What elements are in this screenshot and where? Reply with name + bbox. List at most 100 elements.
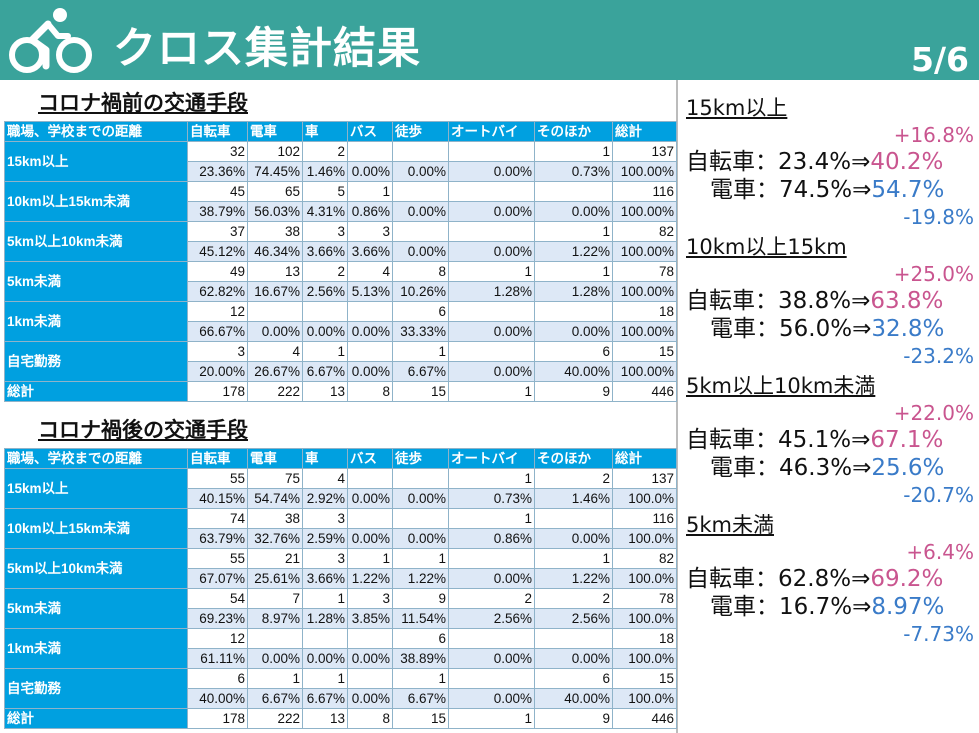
row-label: 5km未満 bbox=[4, 261, 188, 302]
row-label: 15km以上 bbox=[4, 468, 188, 509]
percent-cell: 3.66% bbox=[302, 241, 348, 262]
row-label: 1km未満 bbox=[4, 301, 188, 342]
percent-cell: 100.00% bbox=[612, 321, 677, 342]
percent-cell: 0.00% bbox=[534, 648, 613, 669]
count-cell: 45 bbox=[187, 181, 248, 202]
total-cell: 1 bbox=[448, 708, 535, 729]
train-change-label: 電車：56.0%⇒ bbox=[710, 316, 872, 342]
percent-row: 67.07% 25.61% 3.66% 1.22% 1.22% 0.00% 1.22% 100… bbox=[5, 568, 677, 589]
bike-change-line: 自転車：23.4%⇒40.2% bbox=[686, 148, 974, 176]
count-cell: 116 bbox=[612, 508, 677, 529]
count-cell: 1 bbox=[347, 181, 393, 202]
percent-cell: 1.22% bbox=[534, 241, 613, 262]
train-new-value: 25.6% bbox=[871, 455, 945, 481]
total-cell: 8 bbox=[347, 381, 393, 402]
count-cell: 1 bbox=[347, 548, 393, 569]
summary-heading: 5km以上10km未満 bbox=[686, 374, 876, 398]
percent-cell: 10.26% bbox=[392, 281, 449, 302]
bike-change-line: 自転車：38.8%⇒63.8% bbox=[686, 287, 974, 315]
total-cell: 13 bbox=[302, 708, 348, 729]
total-row: 総計 178 222 13 8 15 1 9 446 bbox=[4, 381, 677, 402]
row-label: 5km以上10km未満 bbox=[4, 221, 188, 262]
total-cell: 9 bbox=[534, 381, 613, 402]
count-cell: 4 bbox=[347, 261, 393, 282]
percent-cell: 0.00% bbox=[347, 528, 393, 549]
percent-cell: 100.0% bbox=[612, 488, 677, 509]
count-cell: 1 bbox=[302, 588, 348, 609]
count-cell: 6 bbox=[187, 668, 248, 689]
count-cell bbox=[347, 668, 393, 689]
row-label: 5km以上10km未満 bbox=[4, 548, 188, 589]
percent-row: 20.00% 26.67% 6.67% 0.00% 6.67% 0.00% 40.00% 10… bbox=[5, 361, 677, 382]
percent-cell: 40.00% bbox=[534, 361, 613, 382]
summary-block: 5km未満 +6.4% 自転車：62.8%⇒69.2% 電車：16.7%⇒8.9… bbox=[686, 511, 974, 647]
bike-change-line: 自転車：45.1%⇒67.1% bbox=[686, 426, 974, 454]
percent-cell: 3.85% bbox=[347, 608, 393, 629]
count-cell: 21 bbox=[247, 548, 303, 569]
row-label: 10km以上15km未満 bbox=[4, 508, 188, 549]
row-label: 自宅勤務 bbox=[4, 668, 188, 709]
percent-cell: 2.59% bbox=[302, 528, 348, 549]
count-cell bbox=[448, 341, 535, 362]
percent-cell: 61.11% bbox=[187, 648, 248, 669]
count-cell: 6 bbox=[534, 668, 613, 689]
count-cell: 12 bbox=[187, 628, 248, 649]
count-cell bbox=[392, 468, 449, 489]
total-cell: 15 bbox=[392, 708, 449, 729]
count-cell bbox=[392, 508, 449, 529]
summary-heading: 5km未満 bbox=[686, 513, 774, 537]
count-cell: 3 bbox=[302, 548, 348, 569]
train-change-label: 電車：16.7%⇒ bbox=[710, 594, 872, 620]
total-label: 総計 bbox=[4, 708, 188, 729]
percent-cell: 16.67% bbox=[247, 281, 303, 302]
count-cell bbox=[392, 181, 449, 202]
count-cell bbox=[534, 181, 613, 202]
count-cell: 4 bbox=[247, 341, 303, 362]
percent-cell: 1.46% bbox=[534, 488, 613, 509]
percent-row: 61.11% 0.00% 0.00% 0.00% 38.89% 0.00% 0.00% 100… bbox=[5, 648, 677, 669]
percent-cell: 2.92% bbox=[302, 488, 348, 509]
count-cell: 38 bbox=[247, 508, 303, 529]
percent-cell: 0.00% bbox=[448, 161, 535, 182]
count-cell: 4 bbox=[302, 468, 348, 489]
count-cell: 18 bbox=[612, 301, 677, 322]
count-cell: 7 bbox=[247, 588, 303, 609]
count-cell: 102 bbox=[247, 141, 303, 162]
count-cell: 3 bbox=[347, 588, 393, 609]
percent-cell: 4.31% bbox=[302, 201, 348, 222]
percent-row: 38.79% 56.03% 4.31% 0.86% 0.00% 0.00% 0.00% 100… bbox=[5, 201, 677, 222]
count-cell: 15 bbox=[612, 341, 677, 362]
count-cell: 15 bbox=[612, 668, 677, 689]
count-row: 自宅勤務 6 1 1 1 6 15 bbox=[4, 668, 677, 709]
count-cell bbox=[302, 628, 348, 649]
after-section-title: コロナ禍後の交通手段 bbox=[38, 418, 248, 442]
bike-new-value: 40.2% bbox=[870, 149, 944, 175]
percent-cell: 100.0% bbox=[612, 688, 677, 709]
percent-cell: 1.28% bbox=[302, 608, 348, 629]
percent-cell: 54.74% bbox=[247, 488, 303, 509]
count-cell: 2 bbox=[448, 588, 535, 609]
percent-cell: 0.00% bbox=[448, 321, 535, 342]
total-cell: 178 bbox=[187, 708, 248, 729]
percent-cell: 0.00% bbox=[448, 648, 535, 669]
count-cell bbox=[448, 628, 535, 649]
count-row: 15km以上 32 102 2 1 137 bbox=[4, 141, 677, 182]
count-cell: 74 bbox=[187, 508, 248, 529]
after-crosstab-table: 職場、学校までの距離 自転車 電車車バス 徒歩 オートバイ そのほか 総計 15km以上 55 7… bbox=[4, 448, 677, 729]
count-cell: 49 bbox=[187, 261, 248, 282]
percent-cell: 3.66% bbox=[302, 568, 348, 589]
count-cell: 9 bbox=[392, 588, 449, 609]
percent-cell: 100.0% bbox=[612, 568, 677, 589]
summary-panel: 15km以上 +16.8% 自転車：23.4%⇒40.2% 電車：74.5%⇒5… bbox=[686, 94, 974, 650]
column-header: 徒歩 bbox=[392, 448, 449, 469]
percent-cell: 100.0% bbox=[612, 648, 677, 669]
percent-cell: 3.66% bbox=[347, 241, 393, 262]
count-cell bbox=[247, 628, 303, 649]
bike-change-label: 自転車：38.8%⇒ bbox=[686, 288, 871, 314]
percent-cell: 32.76% bbox=[247, 528, 303, 549]
count-cell: 1 bbox=[392, 668, 449, 689]
percent-cell: 100.00% bbox=[612, 281, 677, 302]
count-row: 自宅勤務 3 4 1 1 6 15 bbox=[4, 341, 677, 382]
percent-cell: 2.56% bbox=[448, 608, 535, 629]
summary-block: 5km以上10km未満 +22.0% 自転車：45.1%⇒67.1% 電車：46… bbox=[686, 372, 974, 508]
